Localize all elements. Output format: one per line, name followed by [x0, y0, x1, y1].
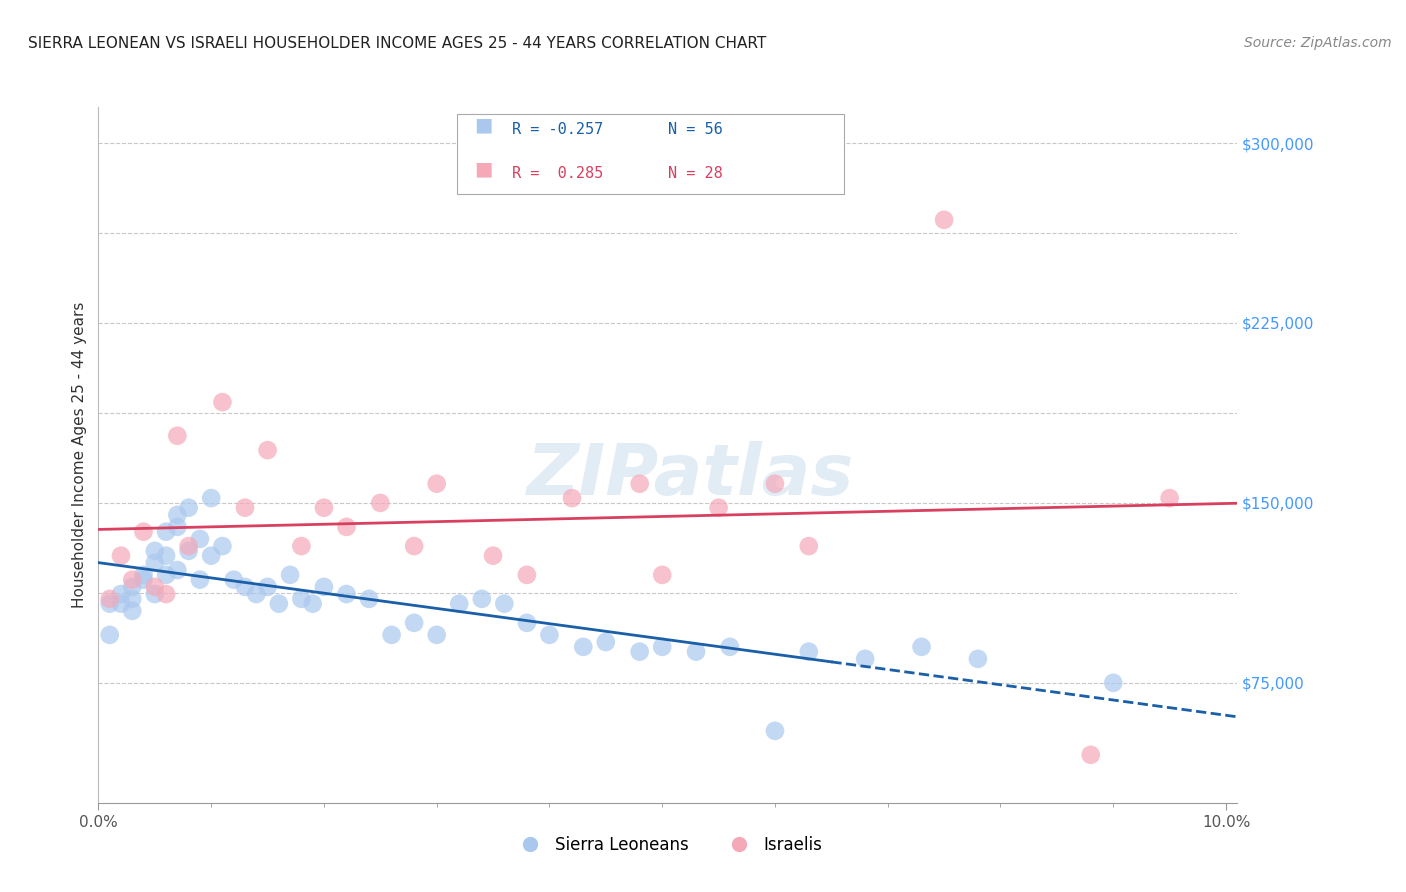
Point — [763, 476, 786, 491]
Point — [1159, 491, 1181, 505]
Point — [143, 544, 166, 558]
Point — [797, 645, 820, 659]
Point — [110, 549, 132, 563]
Point — [233, 580, 256, 594]
Point — [312, 500, 335, 515]
Legend: Sierra Leoneans, Israelis: Sierra Leoneans, Israelis — [506, 830, 830, 861]
Text: SIERRA LEONEAN VS ISRAELI HOUSEHOLDER INCOME AGES 25 - 44 YEARS CORRELATION CHAR: SIERRA LEONEAN VS ISRAELI HOUSEHOLDER IN… — [28, 36, 766, 51]
Point — [143, 587, 166, 601]
Point — [110, 587, 132, 601]
Point — [233, 500, 256, 515]
Point — [121, 604, 143, 618]
Point — [471, 591, 494, 606]
Point — [155, 567, 177, 582]
Point — [245, 587, 267, 601]
Point — [516, 615, 538, 630]
Point — [651, 640, 673, 654]
Point — [853, 652, 876, 666]
Point — [572, 640, 595, 654]
Point — [143, 580, 166, 594]
Point — [538, 628, 561, 642]
Point — [707, 500, 730, 515]
Point — [188, 532, 211, 546]
Point — [188, 573, 211, 587]
Point — [200, 549, 222, 563]
Point — [121, 591, 143, 606]
Point — [561, 491, 583, 505]
Text: R =  0.285: R = 0.285 — [512, 166, 603, 181]
Text: N = 56: N = 56 — [668, 122, 723, 137]
Point — [426, 476, 449, 491]
Point — [278, 567, 301, 582]
Point — [121, 580, 143, 594]
Point — [628, 476, 651, 491]
Point — [482, 549, 505, 563]
Point — [177, 539, 200, 553]
Point — [200, 491, 222, 505]
Point — [121, 573, 143, 587]
Point — [110, 597, 132, 611]
Point — [404, 615, 426, 630]
Point — [595, 635, 617, 649]
Point — [177, 544, 200, 558]
Y-axis label: Householder Income Ages 25 - 44 years: Householder Income Ages 25 - 44 years — [72, 301, 87, 608]
Text: Source: ZipAtlas.com: Source: ZipAtlas.com — [1244, 36, 1392, 50]
Text: ■: ■ — [474, 116, 492, 135]
Point — [368, 496, 391, 510]
Point — [155, 549, 177, 563]
Point — [155, 524, 177, 539]
FancyBboxPatch shape — [457, 114, 845, 194]
Text: ■: ■ — [474, 160, 492, 178]
Point — [132, 524, 155, 539]
Point — [166, 428, 188, 442]
Point — [967, 652, 990, 666]
Point — [143, 556, 166, 570]
Point — [166, 563, 188, 577]
Point — [177, 500, 200, 515]
Text: N = 28: N = 28 — [668, 166, 723, 181]
Text: ZIPatlas: ZIPatlas — [527, 442, 855, 510]
Point — [166, 520, 188, 534]
Point — [404, 539, 426, 553]
Text: R = -0.257: R = -0.257 — [512, 122, 603, 137]
Point — [763, 723, 786, 738]
Point — [290, 591, 312, 606]
Point — [426, 628, 449, 642]
Point — [381, 628, 404, 642]
Point — [335, 520, 357, 534]
Point — [1102, 676, 1125, 690]
Point — [449, 597, 471, 611]
Point — [718, 640, 741, 654]
Point — [166, 508, 188, 522]
Point — [301, 597, 323, 611]
Point — [98, 591, 121, 606]
Point — [98, 628, 121, 642]
Point — [516, 567, 538, 582]
Point — [494, 597, 516, 611]
Point — [211, 539, 233, 553]
Point — [98, 597, 121, 611]
Point — [211, 395, 233, 409]
Point — [335, 587, 357, 601]
Point — [132, 567, 155, 582]
Point — [910, 640, 932, 654]
Point — [256, 580, 278, 594]
Point — [357, 591, 380, 606]
Point — [290, 539, 312, 553]
Point — [932, 212, 955, 227]
Point — [267, 597, 290, 611]
Point — [685, 645, 707, 659]
Point — [222, 573, 245, 587]
Point — [132, 573, 155, 587]
Point — [155, 587, 177, 601]
Point — [1080, 747, 1102, 762]
Point — [256, 443, 278, 458]
Point — [797, 539, 820, 553]
Point — [651, 567, 673, 582]
Point — [312, 580, 335, 594]
Point — [628, 645, 651, 659]
